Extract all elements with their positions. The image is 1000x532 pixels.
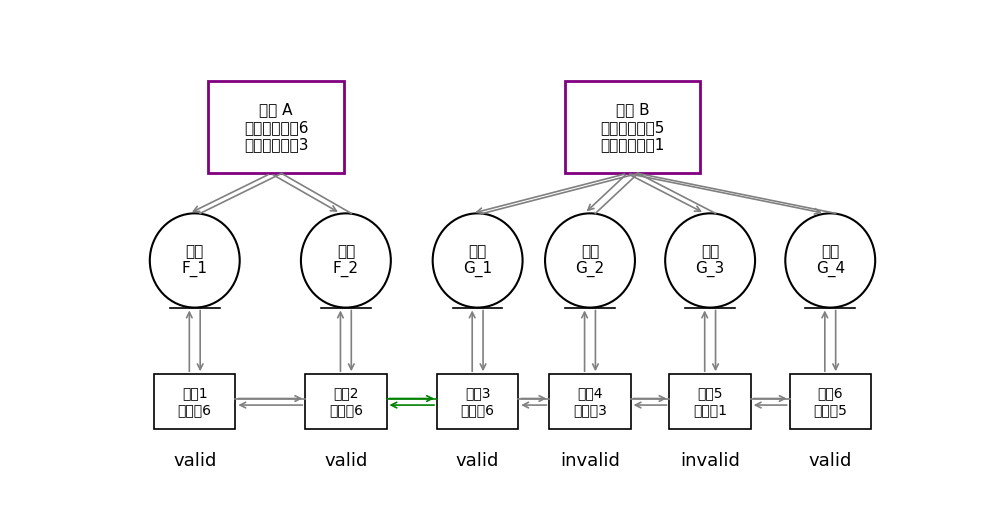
Text: 文件
G_2: 文件 G_2 — [575, 244, 605, 277]
Text: 目录 B
授权版本号：5
上次版本号：1: 目录 B 授权版本号：5 上次版本号：1 — [600, 103, 665, 152]
Text: valid: valid — [456, 452, 499, 470]
FancyBboxPatch shape — [565, 81, 700, 173]
Text: 文件
G_1: 文件 G_1 — [463, 244, 492, 277]
Text: 页面1
版本号6: 页面1 版本号6 — [178, 387, 212, 417]
Text: 文件
G_3: 文件 G_3 — [696, 244, 725, 277]
FancyBboxPatch shape — [669, 374, 751, 429]
FancyBboxPatch shape — [154, 374, 235, 429]
Text: valid: valid — [173, 452, 216, 470]
Text: 页面6
版本号5: 页面6 版本号5 — [813, 387, 847, 417]
Ellipse shape — [150, 213, 240, 307]
Text: valid: valid — [324, 452, 368, 470]
FancyBboxPatch shape — [305, 374, 387, 429]
Text: 文件
F_1: 文件 F_1 — [182, 244, 208, 277]
Text: 页面4
版本号3: 页面4 版本号3 — [573, 387, 607, 417]
Text: 文件
G_4: 文件 G_4 — [816, 244, 845, 277]
Text: invalid: invalid — [680, 452, 740, 470]
Text: invalid: invalid — [560, 452, 620, 470]
Text: 文件
F_2: 文件 F_2 — [333, 244, 359, 277]
Text: 页面2
版本号6: 页面2 版本号6 — [329, 387, 363, 417]
Ellipse shape — [665, 213, 755, 307]
Ellipse shape — [785, 213, 875, 307]
Text: 页面5
版本号1: 页面5 版本号1 — [693, 387, 727, 417]
Text: 目录 A
授权版本号：6
上次版本号：3: 目录 A 授权版本号：6 上次版本号：3 — [244, 103, 308, 152]
Ellipse shape — [433, 213, 523, 307]
FancyBboxPatch shape — [790, 374, 871, 429]
FancyBboxPatch shape — [208, 81, 344, 173]
Text: valid: valid — [809, 452, 852, 470]
Text: 页面3
版本号6: 页面3 版本号6 — [461, 387, 495, 417]
FancyBboxPatch shape — [437, 374, 518, 429]
Ellipse shape — [545, 213, 635, 307]
FancyBboxPatch shape — [549, 374, 631, 429]
Ellipse shape — [301, 213, 391, 307]
